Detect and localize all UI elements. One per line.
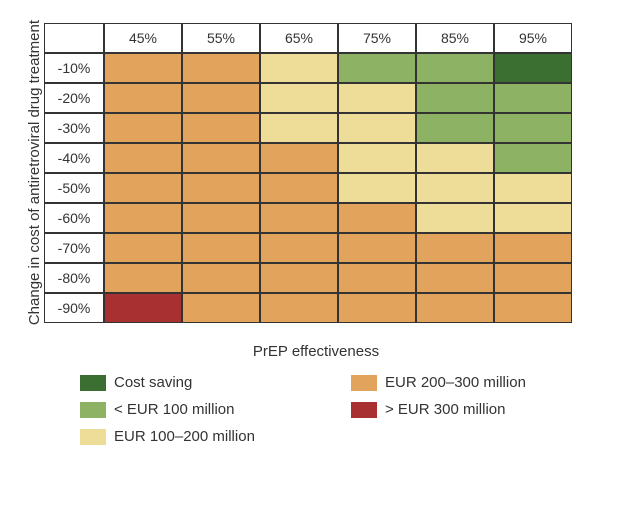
heatmap-row-header: -20%: [44, 83, 104, 113]
heatmap-cell: [338, 173, 416, 203]
heatmap-col-header: 45%: [104, 23, 182, 53]
heatmap-row-header: -30%: [44, 113, 104, 143]
legend-item: EUR 200–300 million: [351, 374, 592, 391]
heatmap-cell: [494, 173, 572, 203]
legend-label: EUR 100–200 million: [114, 428, 255, 445]
legend-swatch: [80, 402, 106, 418]
heatmap-row-header: -70%: [44, 233, 104, 263]
heatmap-col-header: 55%: [182, 23, 260, 53]
heatmap-cell: [182, 173, 260, 203]
legend-item: EUR 100–200 million: [80, 428, 321, 445]
heatmap-cell: [104, 293, 182, 323]
figure-container: Change in cost of antiretroviral drug tr…: [0, 0, 632, 522]
heatmap-cell: [182, 233, 260, 263]
heatmap-cell: [260, 203, 338, 233]
heatmap-row-header: -60%: [44, 203, 104, 233]
heatmap-grid: 45%55%65%75%85%95% -10%-20%-30%-40%-50%-6…: [44, 23, 572, 323]
legend-swatch: [80, 429, 106, 445]
heatmap-cell: [104, 53, 182, 83]
heatmap-cell: [338, 113, 416, 143]
heatmap-cell: [494, 113, 572, 143]
legend: Cost saving EUR 200–300 million < EUR 100 …: [20, 374, 612, 445]
heatmap-cell: [104, 263, 182, 293]
heatmap-cell: [104, 203, 182, 233]
heatmap-cell: [182, 83, 260, 113]
heatmap-cell: [494, 203, 572, 233]
x-axis-title: PrEP effectiveness: [20, 343, 612, 360]
legend-label: > EUR 300 million: [385, 401, 505, 418]
heatmap-cell: [416, 173, 494, 203]
heatmap-cell: [338, 263, 416, 293]
heatmap-cell: [260, 53, 338, 83]
heatmap-cell: [416, 143, 494, 173]
heatmap-cell: [182, 293, 260, 323]
heatmap-cell: [260, 293, 338, 323]
heatmap-cell: [494, 263, 572, 293]
heatmap-cell: [416, 83, 494, 113]
legend-label: EUR 200–300 million: [385, 374, 526, 391]
legend-swatch: [351, 402, 377, 418]
heatmap-col-header: 85%: [416, 23, 494, 53]
heatmap-row-header: -90%: [44, 293, 104, 323]
legend-item: < EUR 100 million: [80, 401, 321, 418]
y-axis-title: Change in cost of antiretroviral drug tr…: [20, 20, 44, 325]
heatmap-col-header: 95%: [494, 23, 572, 53]
legend-item: > EUR 300 million: [351, 401, 592, 418]
legend-swatch: [351, 375, 377, 391]
heatmap-cell: [260, 263, 338, 293]
heatmap-row-header: -10%: [44, 53, 104, 83]
heatmap-cell: [104, 233, 182, 263]
heatmap-cell: [416, 293, 494, 323]
heatmap-cell: [182, 143, 260, 173]
heatmap-cell: [260, 233, 338, 263]
heatmap-cell: [260, 173, 338, 203]
heatmap-cell: [260, 83, 338, 113]
heatmap-cell: [416, 53, 494, 83]
heatmap-cell: [182, 263, 260, 293]
heatmap-cell: [182, 53, 260, 83]
heatmap-cell: [260, 143, 338, 173]
heatmap-cell: [494, 233, 572, 263]
heatmap-cell: [182, 203, 260, 233]
heatmap-row-header: -80%: [44, 263, 104, 293]
legend-swatch: [80, 375, 106, 391]
heatmap-row-header: -50%: [44, 173, 104, 203]
heatmap-cell: [494, 293, 572, 323]
heatmap-cell: [104, 113, 182, 143]
heatmap-cell: [338, 293, 416, 323]
heatmap-cell: [104, 173, 182, 203]
heatmap-cell: [416, 233, 494, 263]
heatmap-cell: [338, 203, 416, 233]
heatmap-cell: [416, 203, 494, 233]
heatmap-row-header: -40%: [44, 143, 104, 173]
heatmap-cell: [104, 83, 182, 113]
heatmap-cell: [260, 113, 338, 143]
heatmap-col-header: 75%: [338, 23, 416, 53]
heatmap-cell: [338, 83, 416, 113]
heatmap-cell: [338, 143, 416, 173]
heatmap-cell: [416, 113, 494, 143]
heatmap-cell: [494, 83, 572, 113]
chart-area: Change in cost of antiretroviral drug tr…: [20, 20, 612, 325]
heatmap-cell: [416, 263, 494, 293]
heatmap-col-header: 65%: [260, 23, 338, 53]
legend-label: Cost saving: [114, 374, 192, 391]
legend-label: < EUR 100 million: [114, 401, 234, 418]
legend-item: Cost saving: [80, 374, 321, 391]
heatmap-cell: [104, 143, 182, 173]
heatmap-cell: [338, 233, 416, 263]
heatmap-cell: [182, 113, 260, 143]
heatmap-cell: [494, 143, 572, 173]
heatmap-corner: [44, 23, 104, 53]
heatmap-cell: [338, 53, 416, 83]
heatmap-cell: [494, 53, 572, 83]
